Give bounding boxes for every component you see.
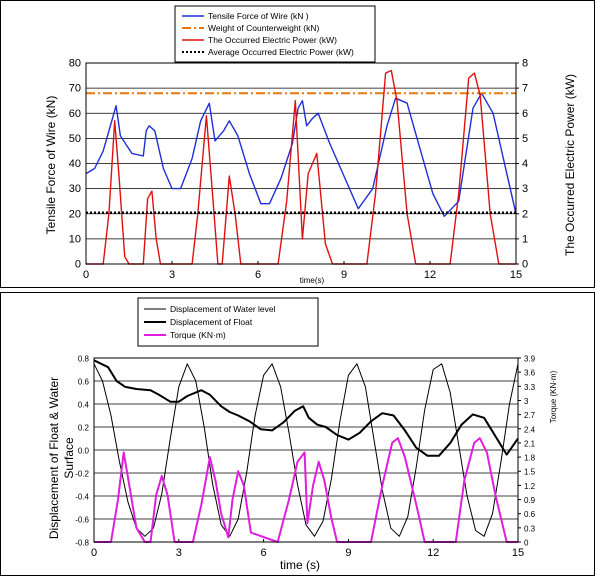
- bot-y-tick-label: 0.4: [78, 401, 90, 410]
- top-chart-y2-axis-title: The Occurred Electric Power (kW): [563, 74, 577, 256]
- bot-y2-tick-label: 2.1: [524, 439, 536, 448]
- bot-y-tick-label: 0.0: [78, 447, 90, 456]
- top-x-tick-label: 0: [83, 269, 89, 281]
- top-y-tick-label: 0: [75, 259, 81, 271]
- top-y2-tick-label: 0: [522, 259, 528, 271]
- bot-x-tick-label: 0: [91, 547, 97, 559]
- top-x-tick-label: 3: [169, 269, 175, 281]
- top-legend-label-2: Weight of Counterweight (kN): [208, 23, 320, 33]
- top-y2-tick-label: 8: [522, 58, 528, 70]
- top-y2-tick-label: 5: [522, 133, 528, 145]
- top-legend-box: [174, 5, 376, 63]
- bot-x-tick-label: 3: [176, 547, 182, 559]
- top-y-tick-label: 10: [69, 233, 81, 245]
- bottom-chart-gridlines: [94, 357, 518, 543]
- top-x-tick-label: 9: [341, 269, 347, 281]
- top-x-tick-label: 12: [424, 269, 436, 281]
- top-y2-tick-label: 1: [522, 233, 528, 245]
- bot-y2-tick-label: 3: [524, 397, 529, 406]
- bot-y2-tick-label: 0.6: [524, 510, 536, 519]
- top-legend-label-4: Average Occurred Electric Power (kW): [208, 47, 354, 57]
- bottom-chart-tick-labels: -0.8 -0.6 -0.4 -0.2 0.0 0.2 0.4 0.6 0.8 0 0.3 0.6 0.…: [75, 355, 535, 560]
- bottom-chart-legend: Displacement of Water level Displacement …: [137, 297, 319, 347]
- bottom-chart-x-axis-title: time (s): [280, 558, 320, 572]
- top-series-line-1: [85, 92, 517, 218]
- bot-x-tick-label: 9: [345, 547, 351, 559]
- bot-y2-tick-label: 2.4: [524, 425, 536, 434]
- bot-y-tick-label: -0.4: [75, 493, 89, 502]
- bottom-chart-y-axis-title-line1: Displacement of Float & Water: [47, 377, 61, 539]
- bot-y2-tick-label: 1.2: [524, 482, 536, 491]
- bot-y2-tick-label: 1.8: [524, 454, 536, 463]
- top-y2-tick-label: 7: [522, 83, 528, 95]
- top-y2-tick-label: 6: [522, 108, 528, 120]
- top-y2-tick-label: 3: [522, 183, 528, 195]
- bot-y2-tick-label: 0: [524, 539, 529, 548]
- bottom-chart-y2-axis-title: Torque (KN·m): [549, 370, 558, 423]
- bot-y2-tick-label: 2.7: [524, 411, 536, 420]
- bot-x-tick-label: 6: [261, 547, 267, 559]
- bot-x-tick-label: 15: [512, 547, 524, 559]
- top-y-tick-label: 80: [69, 58, 81, 70]
- bot-y-tick-label: -0.6: [75, 516, 89, 525]
- top-axis-frame: [85, 62, 517, 265]
- top-chart-x-axis-title: time(s): [300, 276, 325, 285]
- bot-y-tick-label: 0.2: [78, 424, 90, 433]
- bot-y2-tick-label: 0.9: [524, 496, 536, 505]
- bot-y2-tick-label: 0.3: [524, 524, 536, 533]
- top-y2-tick-label: 4: [522, 158, 528, 170]
- top-chart-axes: [85, 62, 519, 265]
- bot-y-tick-label: -0.2: [75, 470, 89, 479]
- bot-y2-tick-label: 1.5: [524, 468, 536, 477]
- top-y2-tick-label: 2: [522, 208, 528, 220]
- bot-legend-label-3: Torque (KN·m): [170, 330, 226, 340]
- top-chart-y-axis-title: Tensile Force of Wire (kN): [44, 96, 58, 235]
- top-y-tick-label: 20: [69, 208, 81, 220]
- top-chart-legend: Tensile Force of Wire (kN ) Weight of Cou…: [174, 5, 376, 63]
- bot-y-tick-label: -0.8: [75, 539, 89, 548]
- bot-y2-tick-label: 3.3: [524, 383, 536, 392]
- top-legend-label-3: The Occurred Electric Power (kW): [208, 35, 337, 45]
- bot-y-tick-label: 0.8: [78, 355, 90, 364]
- bottom-chart-axes: [93, 357, 521, 543]
- bot-y2-tick-label: 3.9: [524, 355, 536, 364]
- top-legend-label-1: Tensile Force of Wire (kN ): [208, 11, 309, 21]
- bot-y2-tick-label: 3.6: [524, 369, 536, 378]
- bottom-legend-box: [137, 297, 319, 347]
- bot-x-tick-label: 12: [427, 547, 439, 559]
- top-y-tick-label: 30: [69, 183, 81, 195]
- top-x-tick-label: 6: [255, 269, 261, 281]
- top-y-tick-label: 40: [69, 158, 81, 170]
- top-y-tick-label: 60: [69, 108, 81, 120]
- top-x-tick-label: 15: [510, 269, 522, 281]
- bot-series-line-1: [93, 363, 519, 537]
- bottom-chart-y-axis-title-line2: Surface: [62, 437, 76, 479]
- top-y-tick-label: 70: [69, 83, 81, 95]
- bot-series-line-2: [93, 359, 519, 457]
- bot-legend-label-2: Displacement of Float: [170, 317, 253, 327]
- top-y-tick-label: 50: [69, 133, 81, 145]
- bot-y-tick-label: 0.6: [78, 378, 90, 387]
- bot-legend-label-1: Displacement of Water level: [170, 304, 276, 314]
- bot-axis-frame: [93, 357, 519, 543]
